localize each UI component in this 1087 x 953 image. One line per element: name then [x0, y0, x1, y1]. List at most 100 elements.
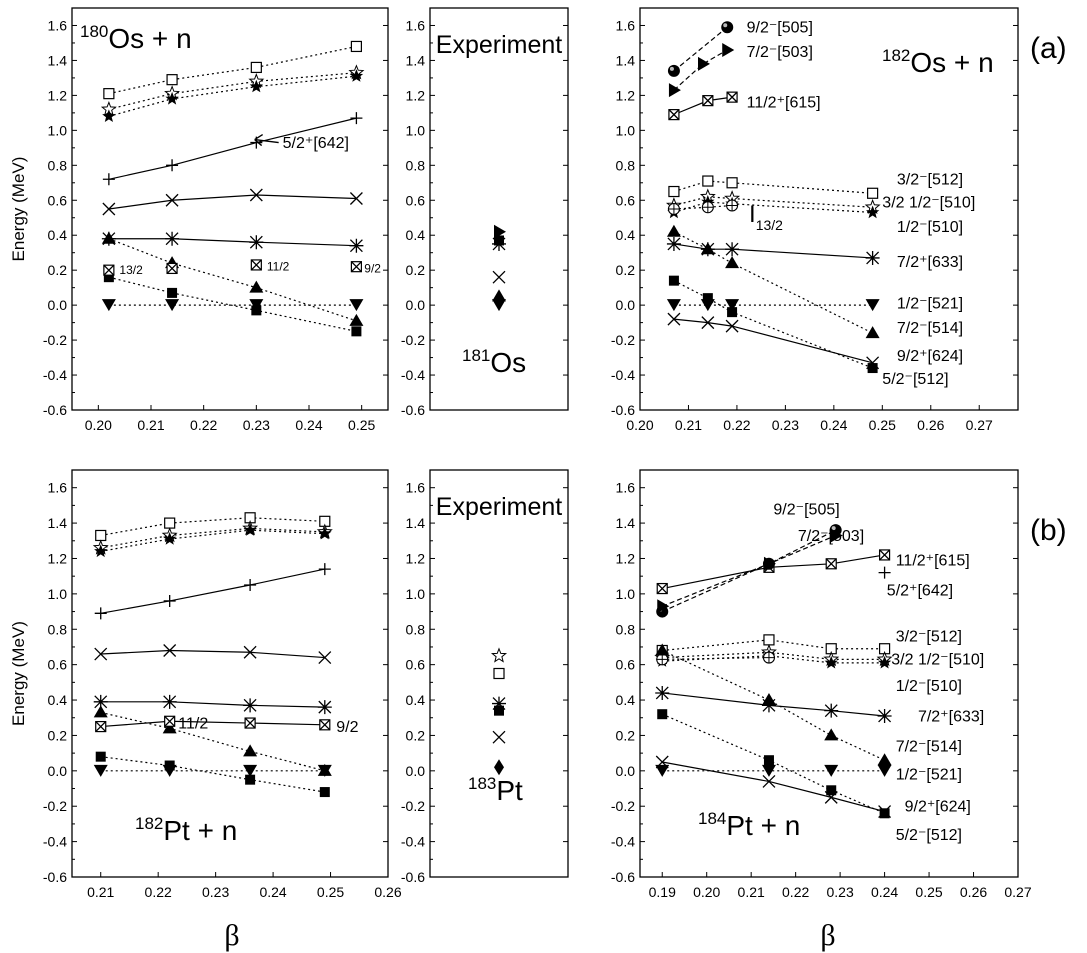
data-point-tridown — [165, 299, 180, 312]
y-tick-label: 0.4 — [616, 692, 636, 708]
series-line-asterisk — [100, 701, 325, 708]
y-tick-label: 1.0 — [616, 122, 636, 138]
y-tick-label: 0.6 — [406, 657, 426, 673]
data-point-asterisk-shape — [666, 236, 681, 251]
panel-title: Experiment — [436, 31, 562, 59]
data-point-x — [165, 193, 179, 207]
data-point-x-shape — [102, 202, 116, 216]
data-point-diamond — [879, 755, 890, 772]
plot-frame — [71, 469, 389, 878]
orbital-label: 7/2⁺[633] — [918, 708, 984, 725]
plot-frame — [639, 469, 1019, 878]
y-tick-label: 1.0 — [48, 586, 68, 602]
data-point-tridown — [666, 299, 681, 312]
nucleus-label: 182Pt + n — [135, 814, 237, 846]
orbital-label: 3/2 1/2⁻[510] — [891, 652, 984, 669]
data-point-sqcross — [702, 95, 714, 107]
data-point-sq-shape — [867, 363, 878, 374]
data-point-star-shape — [102, 109, 116, 122]
data-point-tri-shape — [865, 326, 880, 339]
y-tick-label: -0.2 — [401, 798, 425, 814]
data-point-sqopen-shape — [702, 175, 714, 187]
data-point-circplus — [701, 201, 714, 214]
y-tick-label: 0.4 — [616, 227, 636, 243]
series-line-tri — [100, 711, 325, 772]
data-point-x — [824, 790, 838, 804]
y-tick-label: 0.8 — [48, 157, 68, 173]
data-point-asterisk — [317, 700, 332, 715]
x-tick-label: 0.22 — [145, 884, 172, 900]
data-point-tridown — [761, 764, 776, 777]
data-point-plus — [350, 112, 363, 125]
y-tick-label: -0.2 — [401, 332, 425, 348]
data-point-tri-shape — [655, 643, 670, 656]
orbital-label: 9/2 — [336, 719, 358, 736]
data-point-tridown-shape — [666, 299, 681, 312]
orbital-label: 7/2⁻[503] — [798, 528, 864, 545]
data-point-tridown — [725, 299, 740, 312]
data-point-tridown-shape — [317, 764, 332, 777]
y-tick-label: 1.2 — [406, 87, 426, 103]
series-line-sq — [673, 280, 873, 369]
data-point-sq — [879, 808, 890, 819]
data-point-star — [249, 79, 263, 93]
data-point-asterisk — [655, 685, 670, 700]
data-point-plus — [94, 607, 107, 620]
y-tick-label: 1.2 — [48, 87, 68, 103]
data-point-plus-shape — [166, 159, 179, 172]
y-tick-label: -0.2 — [611, 332, 635, 348]
orbital-label-sub: 13/2 — [756, 217, 783, 233]
data-point-sqcross — [656, 582, 668, 595]
data-point-star — [349, 69, 364, 82]
data-point-sqopen-shape — [726, 177, 738, 189]
data-point-tri-shape — [492, 289, 506, 302]
data-point-x — [655, 755, 669, 769]
data-point-tri-shape — [725, 256, 740, 269]
panel-b-right: -0.6 -0.4 -0.2 0.0 0.2 0.4 0.6 0.8 1.0 1.2 1.4 1.6 0… — [611, 469, 1032, 900]
data-point-x-shape — [349, 192, 363, 205]
panel-b-left: -0.6 -0.4 -0.2 0.0 0.2 0.4 0.6 0.8 1.0 1.2 1.4 1.6 0… — [9, 469, 402, 900]
y-tick-label: 0.6 — [616, 657, 636, 673]
orbital-label: 13/2 — [119, 263, 143, 277]
data-point-tri — [761, 693, 776, 706]
data-point-triright — [494, 224, 506, 239]
orbital-label: 7/2⁻[503] — [747, 44, 813, 61]
y-tick-label: 1.4 — [616, 52, 636, 68]
series-line-circplus — [673, 204, 733, 210]
y-tick-label: 1.2 — [406, 550, 426, 566]
orbital-label: 7/2⁻[514] — [897, 320, 963, 337]
data-point-plus — [244, 579, 257, 592]
data-point-ball — [721, 21, 734, 34]
data-point-circplus — [762, 651, 776, 664]
data-point-asterisk — [824, 703, 839, 718]
data-point-sq — [763, 755, 774, 766]
y-tick-label: 0.6 — [48, 657, 68, 673]
nucleus-symbol: Pt + n — [726, 810, 800, 841]
orbital-label: 11/2⁺[615] — [747, 95, 821, 112]
data-point-asterisk — [725, 242, 740, 257]
data-point-ball-shape — [667, 64, 680, 77]
y-tick-label: -0.4 — [401, 367, 425, 383]
data-point-plus — [102, 173, 115, 186]
data-point-sqcross-cross — [250, 259, 262, 271]
nucleus-mass: 183 — [468, 774, 496, 793]
data-point-sqopen-shape — [493, 667, 505, 680]
data-point-asterisk-shape — [349, 238, 364, 253]
data-point-sqopen — [350, 40, 362, 53]
x-tick-label: 0.23 — [826, 884, 853, 900]
y-tick-label: 0.4 — [48, 227, 68, 243]
orbital-label: 1/2⁻[521] — [897, 296, 963, 313]
x-tick-label: 0.23 — [772, 417, 799, 433]
data-point-x — [492, 270, 506, 284]
data-point-asterisk-shape — [824, 703, 839, 718]
nucleus-label: 184Pt + n — [698, 809, 800, 841]
y-tick-label: -0.6 — [611, 869, 635, 885]
y-tick-label: 1.0 — [616, 586, 636, 602]
data-point-x-shape — [318, 651, 332, 665]
data-point-tri — [492, 289, 506, 302]
data-point-sqopen — [95, 529, 107, 542]
data-point-plus — [878, 566, 891, 579]
data-point-tri — [349, 313, 364, 326]
series-line-star — [673, 201, 873, 214]
